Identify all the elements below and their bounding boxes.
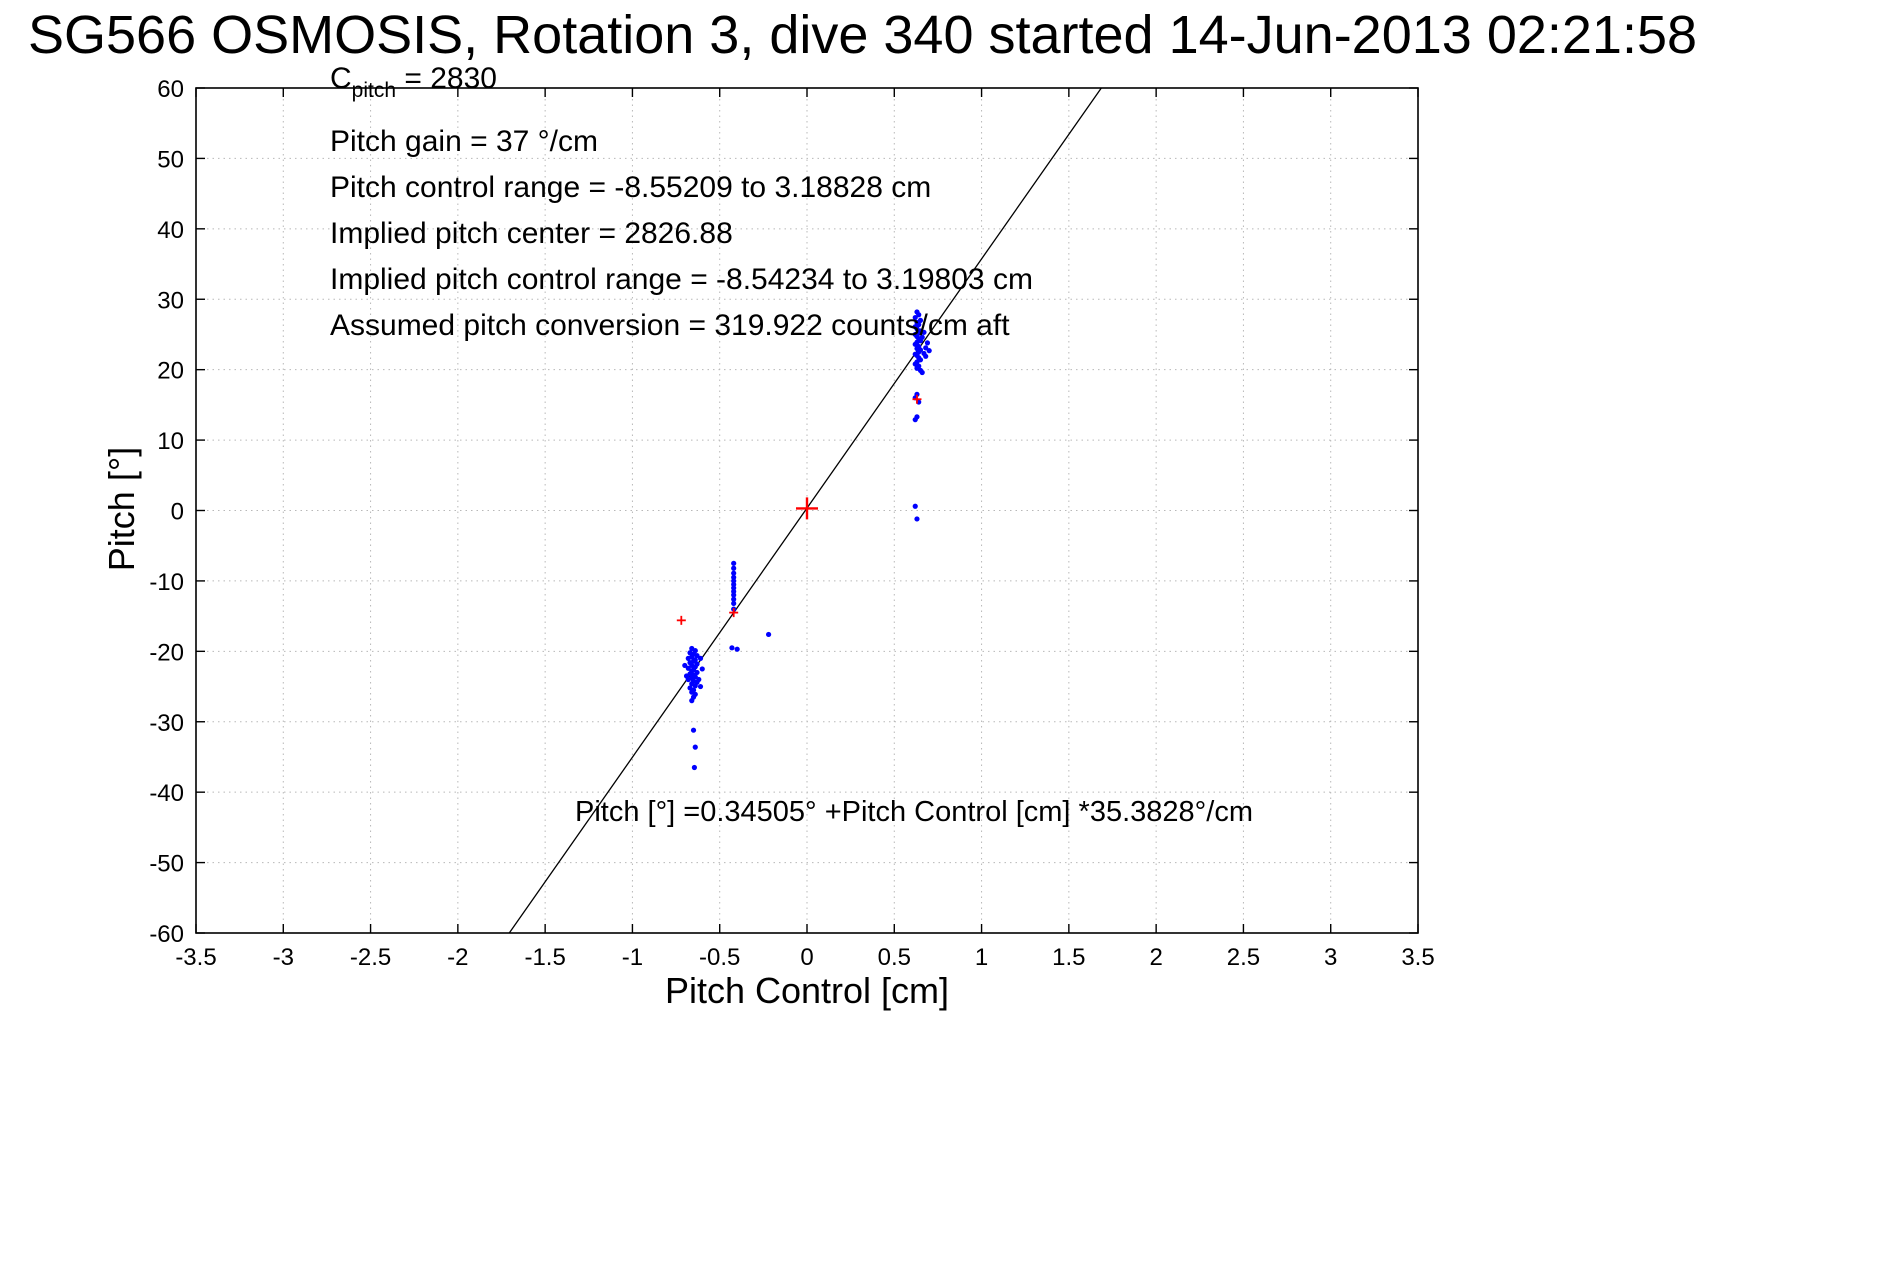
svg-text:2: 2	[1149, 944, 1162, 971]
svg-text:60: 60	[157, 76, 184, 103]
grid-lines	[196, 88, 1418, 933]
svg-text:-2.5: -2.5	[350, 944, 391, 971]
fit-equation: Pitch [°] =0.34505° +Pitch Control [cm] …	[575, 796, 1253, 828]
annotation-implied-pitch-center: Implied pitch center = 2826.88	[330, 217, 733, 250]
data-points	[676, 309, 932, 771]
svg-text:-3.5: -3.5	[175, 944, 216, 971]
annotation-cpitch: Cpitch = 2830	[330, 56, 1033, 102]
annotation-pitch-gain: Pitch gain = 37 °/cm	[330, 125, 598, 158]
svg-text:-1: -1	[622, 944, 643, 971]
svg-text:10: 10	[157, 428, 184, 455]
svg-text:0: 0	[800, 944, 813, 971]
svg-text:1.5: 1.5	[1052, 944, 1085, 971]
fit-annotations: Cpitch = 2830 Pitch gain = 37 °/cm Pitch…	[330, 56, 1033, 349]
svg-text:0: 0	[171, 499, 184, 526]
svg-text:3: 3	[1324, 944, 1337, 971]
annotation-pitch-control-range: Pitch control range = -8.55209 to 3.1882…	[330, 171, 932, 204]
axes-box	[195, 87, 1419, 934]
svg-text:-40: -40	[149, 780, 184, 807]
svg-text:-10: -10	[149, 569, 184, 596]
cpitch-base: C	[330, 62, 352, 95]
svg-text:-3: -3	[273, 944, 294, 971]
series-implied-pitch-center	[796, 497, 818, 520]
svg-text:20: 20	[157, 358, 184, 385]
annotation-pitch-conversion: Assumed pitch conversion = 319.922 count…	[330, 309, 1010, 342]
svg-text:-0.5: -0.5	[699, 944, 740, 971]
annotation-implied-control-range: Implied pitch control range = -8.54234 t…	[330, 263, 1033, 296]
svg-text:-30: -30	[149, 710, 184, 737]
series-pitch-observations	[682, 309, 932, 771]
chart-title: SG566 OSMOSIS, Rotation 3, dive 340 star…	[28, 5, 1698, 65]
svg-text:-60: -60	[149, 921, 184, 948]
x-axis-label: Pitch Control [cm]	[664, 970, 950, 1011]
svg-text:0.5: 0.5	[878, 944, 911, 971]
series-flagged-observations	[676, 394, 922, 625]
y-axis-label: Pitch [°]	[101, 446, 142, 572]
svg-text:-1.5: -1.5	[524, 944, 565, 971]
fit-line	[508, 87, 1102, 934]
fit-line-segment	[508, 87, 1102, 934]
svg-text:-2: -2	[447, 944, 468, 971]
svg-text:30: 30	[157, 287, 184, 314]
svg-text:-50: -50	[149, 851, 184, 878]
cpitch-value: = 2830	[396, 62, 497, 95]
cpitch-subscript: pitch	[351, 79, 397, 102]
svg-text:50: 50	[157, 146, 184, 173]
svg-text:1: 1	[975, 944, 988, 971]
svg-text:40: 40	[157, 217, 184, 244]
svg-text:3.5: 3.5	[1401, 944, 1434, 971]
tick-labels: -3.5 -3 -2.5 -2 -1.5 -1 -0.5 0 0.5 1 1.5 2 2.5 3 3.5 -6…	[149, 76, 1434, 971]
svg-text:2.5: 2.5	[1227, 944, 1260, 971]
svg-text:-20: -20	[149, 639, 184, 666]
